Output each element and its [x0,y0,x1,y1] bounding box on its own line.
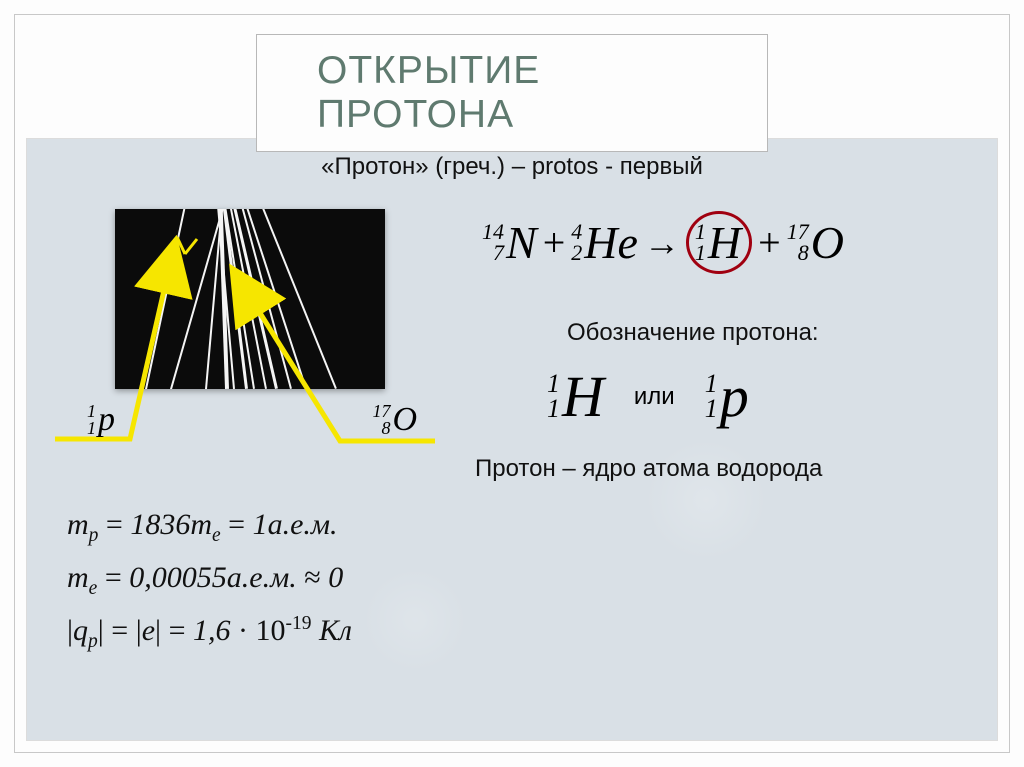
nuclear-reaction: 147N+42He→11H+178O [482,211,844,274]
equations-block: mp = 1836me = 1а.е.м. me = 0,00055а.е.м.… [67,499,352,658]
etymology-line: «Протон» (греч.) – protos - первый [27,153,997,181]
notation-label: Обозначение протона: [567,319,819,347]
proton-notation: 11 H или 11 p [547,363,749,430]
proton-label: 11 p [87,401,115,439]
reaction-term-He: 42He [571,216,638,269]
cloud-chamber-photo [115,209,385,389]
notation-or: или [634,383,675,411]
eq-mass-proton: mp = 1836me = 1а.е.м. [67,499,352,552]
oxygen-label: 178 O [372,401,417,439]
eq-charge-proton: |qp| = |e| = 1,6 · 10-19 Кл [67,605,352,658]
reaction-term-N: 147N [482,216,537,269]
reaction-term-O: 178O [787,216,844,269]
track-labels: 11 p 178 O [87,401,417,439]
title-bar: ОТКРЫТИЕ ПРОТОНА [256,34,768,152]
notation-H: 11 H [547,363,604,430]
notation-p: 11 p [705,363,749,430]
proton-definition: Протон – ядро атома водорода [475,455,822,483]
slide-title: ОТКРЫТИЕ ПРОТОНА [317,49,707,137]
content-panel: «Протон» (греч.) – protos - первый 11 p … [26,138,998,741]
reaction-term-H: 11H [686,211,752,274]
eq-mass-electron: me = 0,00055а.е.м. ≈ 0 [67,552,352,605]
